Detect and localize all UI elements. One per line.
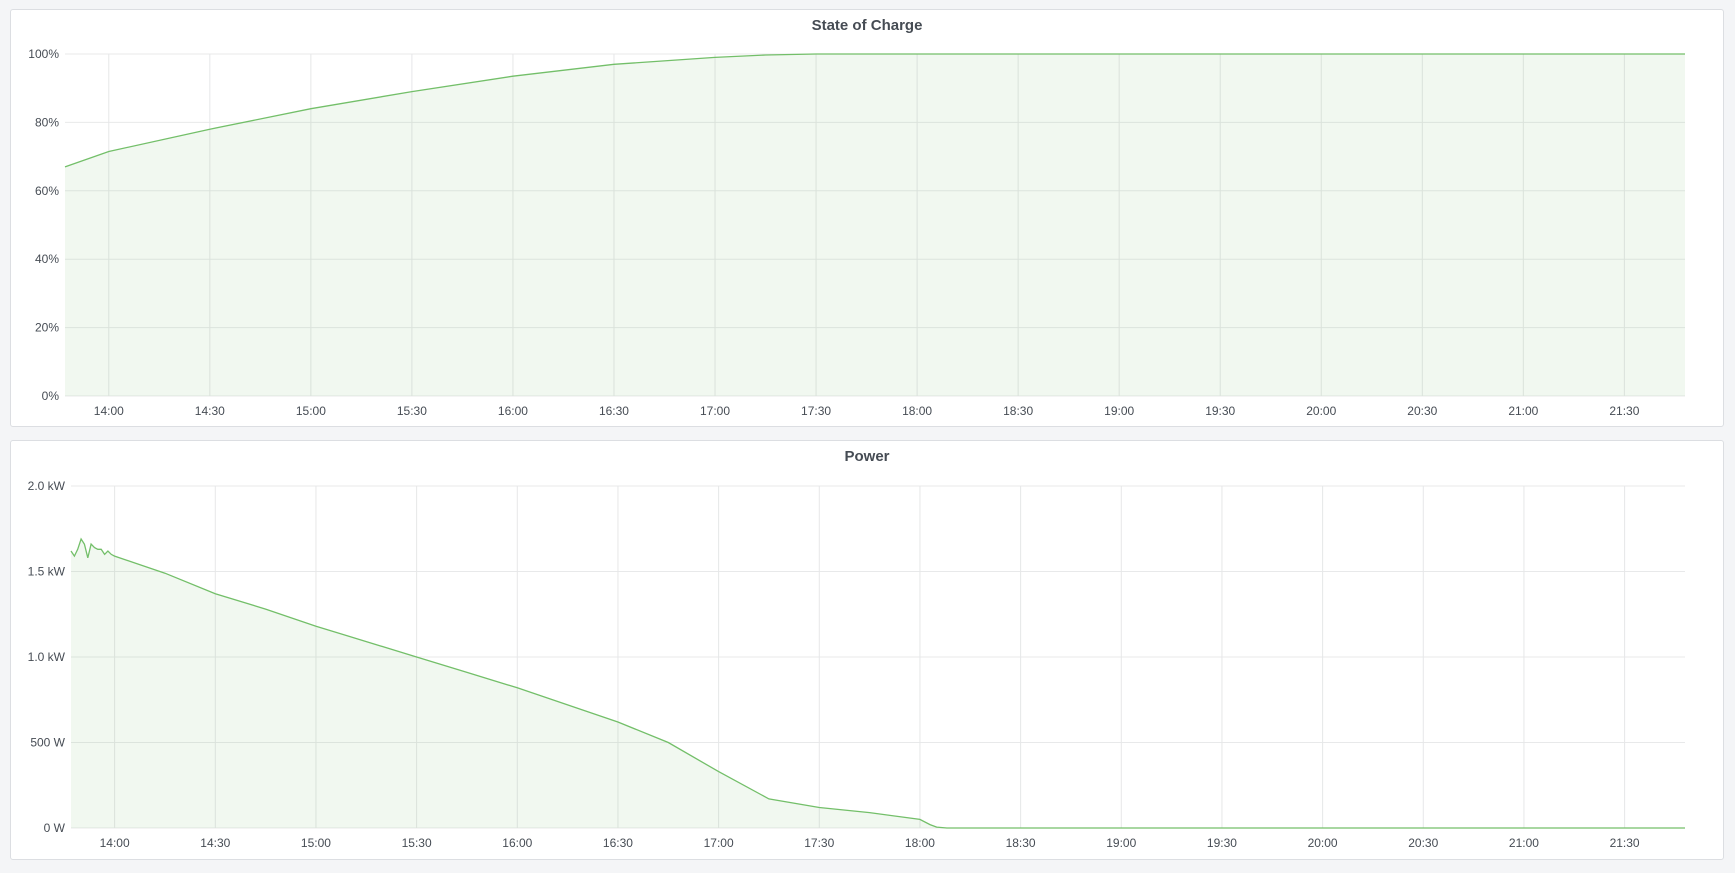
chart-title: State of Charge: [811, 17, 923, 34]
x-tick-label: 15:30: [402, 836, 432, 850]
x-tick-label: 15:30: [397, 404, 427, 418]
x-tick-label: 16:00: [498, 404, 528, 418]
x-tick-label: 20:30: [1408, 836, 1438, 850]
state-of-charge-panel: State of Charge 0% 20% 40% 60% 80% 100% 14:00 1…: [10, 9, 1724, 427]
x-tick-label: 19:30: [1205, 404, 1235, 418]
state-of-charge-chart: 0% 20% 40% 60% 80% 100% 14:00 14:30 15:00 15:30 16…: [28, 47, 1685, 418]
x-tick-label: 18:00: [902, 404, 932, 418]
series-line: [64, 53, 1685, 168]
x-tick-label: 15:00: [301, 836, 331, 850]
y-tick-label: 2.0 kW: [28, 479, 66, 493]
x-tick-label: 16:30: [603, 836, 633, 850]
x-tick-label: 17:30: [801, 404, 831, 418]
x-tick-label: 14:00: [94, 404, 124, 418]
x-tick-label: 17:30: [804, 836, 834, 850]
x-tick-label: 20:00: [1306, 404, 1336, 418]
y-tick-label: 0%: [42, 389, 60, 403]
power-panel: Power 0 W 500 W 1.0 kW 1.5 kW 2.0 kW 14:00 14:…: [10, 440, 1724, 860]
x-tick-label: 19:00: [1106, 836, 1136, 850]
x-tick-label: 18:30: [1006, 836, 1036, 850]
y-tick-label: 80%: [35, 115, 59, 129]
series-area: [71, 539, 1685, 828]
x-tick-label: 21:30: [1610, 836, 1640, 850]
x-tick-label: 21:30: [1609, 404, 1639, 418]
x-tick-label: 20:30: [1407, 404, 1437, 418]
x-tick-label: 21:00: [1508, 404, 1538, 418]
y-tick-label: 0 W: [44, 821, 66, 835]
x-tick-label: 18:00: [905, 836, 935, 850]
power-chart: 0 W 500 W 1.0 kW 1.5 kW 2.0 kW 14:00 14:30 15:0…: [28, 479, 1685, 850]
x-tick-label: 14:30: [195, 404, 225, 418]
x-tick-label: 18:30: [1003, 404, 1033, 418]
y-tick-label: 20%: [35, 321, 59, 335]
x-tick-label: 14:30: [200, 836, 230, 850]
y-tick-label: 1.5 kW: [28, 565, 66, 579]
x-tick-label: 19:30: [1207, 836, 1237, 850]
x-tick-label: 14:00: [100, 836, 130, 850]
x-tick-label: 15:00: [296, 404, 326, 418]
x-tick-label: 17:00: [704, 836, 734, 850]
y-tick-label: 500 W: [30, 736, 65, 750]
y-tick-label: 1.0 kW: [28, 650, 66, 664]
x-tick-label: 20:00: [1308, 836, 1338, 850]
x-tick-label: 19:00: [1104, 404, 1134, 418]
y-tick-label: 60%: [35, 184, 59, 198]
x-tick-label: 21:00: [1509, 836, 1539, 850]
y-tick-label: 100%: [28, 47, 59, 61]
chart-title: Power: [844, 448, 890, 465]
y-tick-label: 40%: [35, 252, 59, 266]
series-line: [70, 537, 1685, 829]
x-tick-label: 16:00: [502, 836, 532, 850]
x-tick-label: 16:30: [599, 404, 629, 418]
x-tick-label: 17:00: [700, 404, 730, 418]
series-area: [65, 54, 1685, 396]
